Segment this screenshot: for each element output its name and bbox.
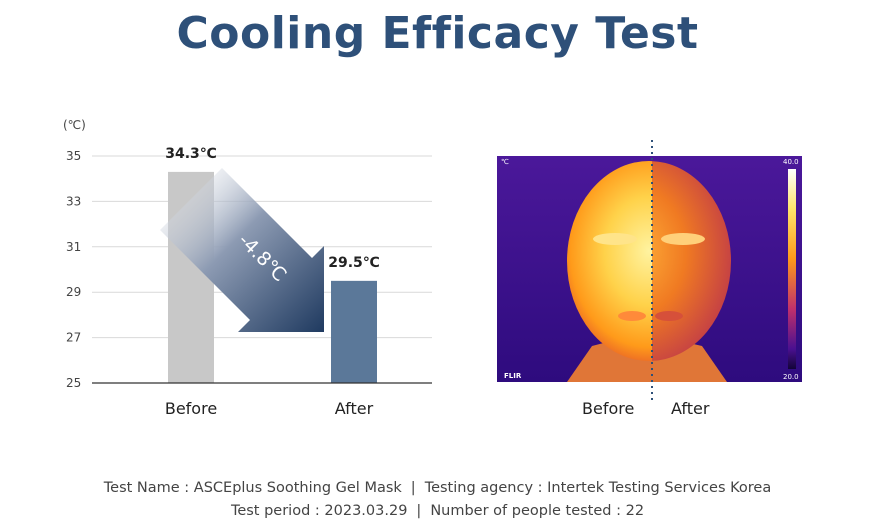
thermal-image: ℃ 40.0 20.0 FLIR <box>497 156 802 382</box>
y-tick-label: 27 <box>66 331 81 345</box>
data-label: 29.5℃ <box>328 255 380 271</box>
footer-line-1: Test Name : ASCEplus Soothing Gel Mask | T… <box>0 480 875 496</box>
thermal-after-label: After <box>671 399 710 418</box>
people-tested: Number of people tested : 22 <box>430 503 645 519</box>
thermal-scale-min: 20.0 <box>783 373 799 381</box>
y-tick-label: 33 <box>66 194 81 208</box>
footer-separator: | <box>410 480 416 496</box>
x-tick-label: After <box>335 399 374 418</box>
data-label: 34.3℃ <box>165 146 217 162</box>
footer-line-2: Test period : 2023.03.29 | Number of peopl… <box>0 503 875 519</box>
flir-logo: FLIR <box>504 372 522 380</box>
page-title: Cooling Efficacy Test <box>176 8 699 59</box>
x-tick-label: Before <box>165 399 217 418</box>
thermal-before-label: Before <box>582 399 635 418</box>
footer-separator: | <box>416 503 422 519</box>
data-labels: 34.3℃ 29.5℃ <box>165 146 380 271</box>
cooling-arrow <box>160 168 324 332</box>
testing-agency: Testing agency : Intertek Testing Servic… <box>424 480 772 496</box>
thermal-scale-max: 40.0 <box>783 158 799 166</box>
y-tick-label: 29 <box>66 285 81 299</box>
y-tick-label: 31 <box>66 240 81 254</box>
test-period: Test period : 2023.03.29 <box>230 503 408 519</box>
y-tick-labels: 35 33 31 29 27 25 <box>66 149 81 390</box>
y-unit-label: (℃) <box>63 118 86 132</box>
thermal-unit: ℃ <box>501 158 509 166</box>
bar-after <box>331 280 377 383</box>
test-name: Test Name : ASCEplus Soothing Gel Mask <box>103 480 402 496</box>
x-tick-labels: Before After <box>165 399 374 418</box>
y-tick-label: 35 <box>66 149 81 163</box>
divider-line <box>651 140 653 400</box>
y-tick-label: 25 <box>66 376 81 390</box>
